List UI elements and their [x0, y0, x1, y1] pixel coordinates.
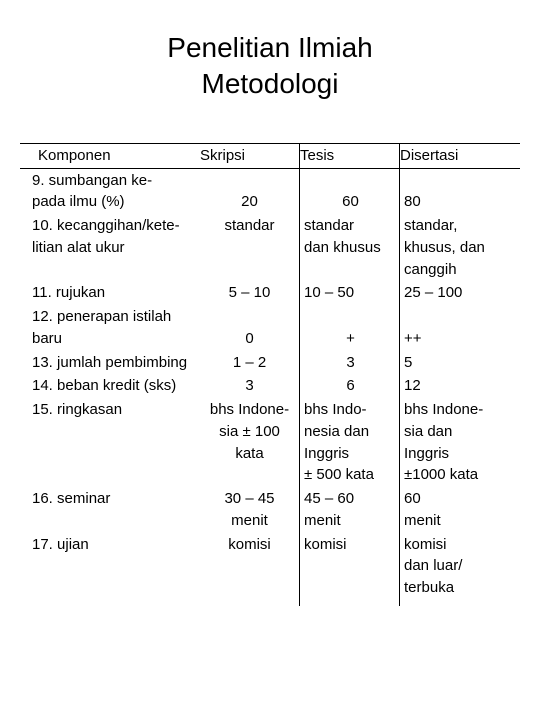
cell-skripsi: 1 – 2 — [200, 351, 300, 375]
title-block: Penelitian Ilmiah Metodologi — [20, 30, 520, 103]
table-row — [20, 604, 520, 606]
cell-disertasi: 25 – 100 — [400, 281, 510, 305]
cell-skripsi: standar — [200, 214, 300, 281]
cell-komponen: 15. ringkasan — [20, 398, 200, 487]
table-row: 17. ujiankomisi komisi komisi dan luar/ … — [20, 533, 520, 600]
cell-disertasi: komisi dan luar/ terbuka — [400, 533, 510, 600]
cell-komponen: 16. seminar — [20, 487, 200, 533]
cell-skripsi: 20 — [200, 169, 300, 215]
title-line-2: Metodologi — [20, 66, 520, 102]
table-row: 16. seminar30 – 45 menit 45 – 60 menit 6… — [20, 487, 520, 533]
cell-tesis: 10 – 50 — [300, 281, 400, 305]
cell-skripsi — [200, 604, 300, 606]
table-row: 9. sumbangan ke- pada ilmu (%) 20 60 80 — [20, 169, 520, 215]
cell-tesis — [300, 604, 400, 606]
cell-tesis: komisi — [300, 533, 400, 600]
cell-komponen: 12. penerapan istilah baru — [20, 305, 200, 351]
cell-komponen: 9. sumbangan ke- pada ilmu (%) — [20, 169, 200, 215]
cell-komponen: 13. jumlah pembimbing — [20, 351, 200, 375]
cell-skripsi: 0 — [200, 305, 300, 351]
cell-tesis: 6 — [300, 374, 400, 398]
cell-skripsi: 30 – 45 menit — [200, 487, 300, 533]
table-row: 11. rujukan5 – 10 10 – 5025 – 100 — [20, 281, 520, 305]
cell-tesis: 60 — [300, 169, 400, 215]
table-body: 9. sumbangan ke- pada ilmu (%) 20 60 801… — [20, 169, 520, 609]
cell-komponen: 14. beban kredit (sks) — [20, 374, 200, 398]
cell-tesis: bhs Indo- nesia dan Inggris ± 500 kata — [300, 398, 400, 487]
table-row: 14. beban kredit (sks)36 12 — [20, 374, 520, 398]
cell-komponen: 17. ujian — [20, 533, 200, 600]
header-tesis: Tesis — [300, 144, 400, 168]
cell-disertasi: bhs Indone- sia dan Inggris ±1000 kata — [400, 398, 510, 487]
cell-skripsi: komisi — [200, 533, 300, 600]
cell-tesis: + — [300, 305, 400, 351]
cell-skripsi: 3 — [200, 374, 300, 398]
cell-skripsi: 5 – 10 — [200, 281, 300, 305]
cell-komponen — [20, 604, 200, 606]
table-row: 10. kecanggihan/kete- litian alat ukurst… — [20, 214, 520, 281]
cell-disertasi — [400, 604, 510, 606]
table-row: 15. ringkasanbhs Indone- sia ± 100 kata … — [20, 398, 520, 487]
cell-disertasi: standar, khusus, dan canggih — [400, 214, 510, 281]
title-line-1: Penelitian Ilmiah — [20, 30, 520, 66]
cell-komponen: 10. kecanggihan/kete- litian alat ukur — [20, 214, 200, 281]
table-header-row: Komponen Skripsi Tesis Disertasi — [20, 143, 520, 169]
cell-disertasi: 5 — [400, 351, 510, 375]
header-disertasi: Disertasi — [400, 144, 510, 168]
cell-skripsi: bhs Indone- sia ± 100 kata — [200, 398, 300, 487]
header-komponen: Komponen — [20, 144, 200, 168]
cell-disertasi: 80 — [400, 169, 510, 215]
cell-komponen: 11. rujukan — [20, 281, 200, 305]
cell-disertasi: 60 menit — [400, 487, 510, 533]
table-row: 13. jumlah pembimbing1 – 23 5 — [20, 351, 520, 375]
cell-disertasi: 12 — [400, 374, 510, 398]
cell-tesis: standar dan khusus — [300, 214, 400, 281]
table-row: 12. penerapan istilah baru 0 + ++ — [20, 305, 520, 351]
cell-tesis: 3 — [300, 351, 400, 375]
header-skripsi: Skripsi — [200, 144, 300, 168]
methodology-table: Komponen Skripsi Tesis Disertasi 9. sumb… — [20, 143, 520, 609]
cell-tesis: 45 – 60 menit — [300, 487, 400, 533]
cell-disertasi: ++ — [400, 305, 510, 351]
